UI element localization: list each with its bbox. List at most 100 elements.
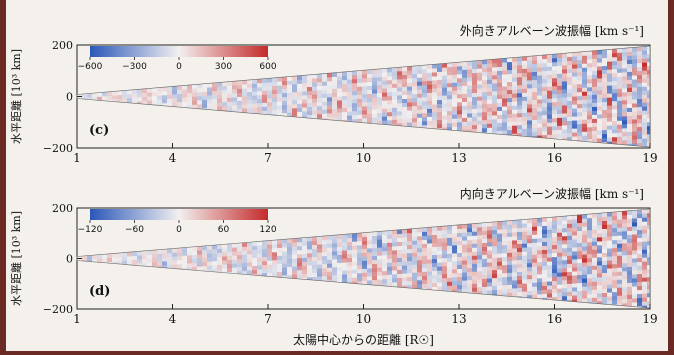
- amplitude-cell: [502, 253, 508, 258]
- amplitude-cell: [412, 280, 418, 286]
- amplitude-cell: [382, 80, 388, 86]
- amplitude-cell: [457, 86, 463, 91]
- amplitude-cell: [507, 70, 513, 75]
- amplitude-cell: [597, 257, 603, 262]
- amplitude-cell: [422, 69, 428, 74]
- amplitude-cell: [197, 84, 203, 89]
- amplitude-cell: [482, 128, 488, 133]
- amplitude-cell: [637, 127, 643, 132]
- amplitude-cell: [482, 274, 488, 280]
- amplitude-cell: [272, 256, 278, 261]
- amplitude-cell: [217, 106, 223, 112]
- amplitude-cell: [482, 294, 488, 300]
- amplitude-cell: [417, 244, 423, 249]
- amplitude-cell: [572, 263, 578, 269]
- amplitude-cell: [552, 130, 558, 135]
- amplitude-cell: [307, 95, 313, 100]
- amplitude-cell: [262, 82, 268, 88]
- amplitude-cell: [367, 125, 373, 131]
- amplitude-cell: [407, 253, 413, 258]
- amplitude-cell: [517, 109, 523, 114]
- amplitude-cell: [417, 256, 423, 261]
- amplitude-cell: [267, 252, 273, 258]
- amplitude-cell: [437, 250, 443, 256]
- amplitude-cell: [337, 116, 343, 122]
- amplitude-cell: [442, 246, 448, 251]
- amplitude-cell: [617, 84, 623, 90]
- amplitude-cell: [482, 262, 488, 268]
- amplitude-cell: [512, 280, 518, 286]
- amplitude-cell: [457, 94, 463, 99]
- amplitude-cell: [517, 224, 523, 229]
- x-tick-label: 16: [547, 151, 562, 165]
- amplitude-cell: [577, 64, 583, 69]
- amplitude-cell: [227, 81, 233, 87]
- amplitude-cell: [602, 66, 608, 71]
- amplitude-cell: [517, 236, 523, 241]
- amplitude-cell: [647, 265, 650, 270]
- amplitude-cell: [607, 220, 613, 226]
- amplitude-cell: [637, 230, 643, 235]
- amplitude-cell: [477, 76, 483, 82]
- amplitude-cell: [537, 290, 543, 295]
- amplitude-cell: [627, 55, 633, 61]
- amplitude-cell: [632, 246, 638, 252]
- amplitude-cell: [517, 101, 523, 106]
- amplitude-cell: [502, 237, 508, 242]
- amplitude-cell: [607, 69, 613, 75]
- amplitude-cell: [307, 115, 313, 120]
- amplitude-cell: [522, 267, 528, 273]
- amplitude-cell: [232, 275, 238, 281]
- amplitude-cell: [607, 280, 613, 286]
- amplitude-cell: [547, 122, 553, 128]
- amplitude-cell: [497, 257, 503, 263]
- amplitude-cell: [637, 242, 643, 247]
- amplitude-cell: [642, 297, 648, 303]
- amplitude-cell: [497, 70, 503, 76]
- amplitude-cell: [577, 88, 583, 93]
- amplitude-cell: [447, 277, 453, 283]
- amplitude-cell: [602, 236, 608, 242]
- amplitude-cell: [407, 289, 413, 294]
- amplitude-cell: [232, 105, 238, 110]
- amplitude-cell: [457, 288, 463, 294]
- amplitude-cell: [517, 248, 523, 253]
- amplitude-cell: [527, 275, 533, 280]
- amplitude-cell: [452, 233, 458, 239]
- amplitude-cell: [572, 56, 578, 62]
- amplitude-cell: [567, 117, 573, 122]
- amplitude-cell: [582, 83, 588, 89]
- amplitude-cell: [202, 274, 208, 279]
- amplitude-cell: [292, 242, 298, 248]
- amplitude-cell: [547, 257, 553, 263]
- amplitude-cell: [562, 141, 568, 147]
- amplitude-cell: [597, 225, 603, 230]
- amplitude-cell: [632, 234, 638, 240]
- x-tick-label: 4: [169, 312, 177, 326]
- amplitude-cell: [87, 101, 93, 107]
- amplitude-cell: [612, 53, 618, 58]
- amplitude-cell: [297, 262, 303, 267]
- amplitude-cell: [522, 291, 528, 297]
- amplitude-cell: [332, 88, 338, 94]
- amplitude-cell: [622, 148, 628, 153]
- amplitude-cell: [137, 89, 143, 95]
- amplitude-cell: [522, 116, 528, 122]
- amplitude-cell: [582, 75, 588, 81]
- amplitude-cell: [567, 215, 573, 221]
- amplitude-cell: [397, 91, 403, 97]
- amplitude-cell: [457, 122, 463, 127]
- amplitude-cell: [557, 101, 563, 107]
- amplitude-cell: [607, 129, 613, 135]
- amplitude-cell: [517, 232, 523, 237]
- amplitude-cell: [282, 81, 288, 86]
- amplitude-cell: [537, 226, 543, 231]
- amplitude-cell: [162, 253, 168, 259]
- amplitude-cell: [427, 116, 433, 122]
- amplitude-cell: [532, 135, 538, 141]
- amplitude-cell: [397, 253, 403, 259]
- amplitude-cell: [612, 69, 618, 74]
- amplitude-cell: [542, 99, 548, 104]
- amplitude-cell: [627, 51, 633, 57]
- amplitude-cell: [467, 61, 473, 67]
